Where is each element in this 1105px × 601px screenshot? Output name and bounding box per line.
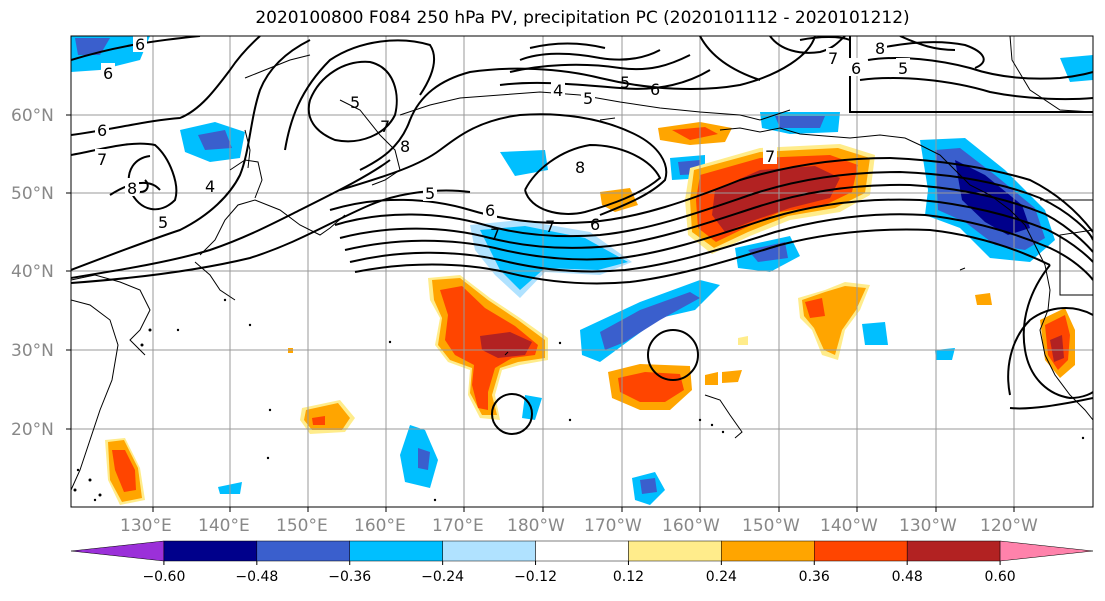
- contour-label: 6: [103, 64, 113, 83]
- contour-label: 6: [590, 215, 600, 234]
- lon-label: 130°E: [120, 516, 172, 536]
- tick-marks: [66, 114, 1015, 512]
- lon-label: 160°W: [662, 516, 720, 536]
- colorbar-swatch: [814, 540, 908, 562]
- colorbar-swatch: [906, 540, 1001, 562]
- contour-label: 4: [205, 177, 215, 196]
- contour-label: 7: [545, 217, 555, 236]
- contour-label: 6: [851, 59, 861, 78]
- contour-label: 8: [127, 179, 137, 198]
- contour-label: 4: [553, 81, 563, 100]
- colorbar-swatch: [999, 540, 1094, 562]
- contour-labels: 6 6 7 8 4 5 6 5 7 8 5 6 7 4 5 6 7 8: [95, 35, 910, 244]
- colorbar: −0.60 −0.48 −0.36 −0.24 −0.12 0.12 0.24 0.36 0.4…: [70, 540, 1094, 585]
- contour-label: 5: [350, 93, 360, 112]
- colorbar-swatch: [349, 540, 443, 562]
- coastlines: [71, 36, 1093, 491]
- colorbar-swatch: [628, 540, 722, 562]
- longitude-labels: 130°E 140°E 150°E 160°E 170°E 180°W 170°…: [120, 516, 1038, 536]
- colorbar-swatch: [256, 540, 350, 562]
- lat-label-60n: 60°N: [11, 106, 54, 126]
- contour-label: 8: [575, 158, 585, 177]
- contour-label: 5: [425, 184, 435, 203]
- contour-label: 5: [583, 89, 593, 108]
- contour-label: 8: [875, 39, 885, 58]
- colorbar-tick-label: 0.36: [799, 569, 830, 585]
- colorbar-tick-label: −0.36: [328, 569, 371, 585]
- colorbar-tick-label: −0.48: [235, 569, 278, 585]
- graticule: [71, 36, 1093, 507]
- colorbar-tick-label: 0.24: [706, 569, 737, 585]
- contour-label: 7: [828, 49, 838, 68]
- latitude-labels: 60°N 50°N 40°N 30°N 20°N: [11, 106, 54, 440]
- colorbar-swatch: [721, 540, 815, 562]
- colorbar-tick-label: −0.60: [142, 569, 185, 585]
- map-title: 2020100800 F084 250 hPa PV, precipitatio…: [255, 8, 910, 28]
- colorbar-swatch: [535, 540, 629, 562]
- colorbar-swatch: [442, 540, 536, 562]
- colorbar-tick-label: −0.12: [514, 569, 557, 585]
- colorbar-tick-label: 0.60: [985, 569, 1016, 585]
- contour-label: 5: [898, 59, 908, 78]
- contour-label: 6: [97, 121, 107, 140]
- colorbar-tick-label: −0.24: [421, 569, 464, 585]
- contour-label: 7: [380, 117, 390, 136]
- lon-label: 130°W: [899, 516, 957, 536]
- lon-label: 140°W: [820, 516, 878, 536]
- contour-label: 5: [620, 73, 630, 92]
- lat-label-40n: 40°N: [11, 262, 54, 282]
- contour-label: 7: [765, 147, 775, 166]
- lon-label: 180°W: [507, 516, 565, 536]
- lon-label: 120°W: [980, 516, 1038, 536]
- contour-label: 6: [650, 80, 660, 99]
- lon-label: 170°W: [584, 516, 642, 536]
- pv-contours: [71, 36, 1093, 435]
- lon-label: 170°E: [432, 516, 484, 536]
- lat-label-20n: 20°N: [11, 420, 54, 440]
- colorbar-tick-label: 0.12: [613, 569, 644, 585]
- lon-label: 150°E: [276, 516, 328, 536]
- colorbar-swatch: [163, 540, 258, 562]
- colorbar-tick-label: 0.48: [892, 569, 923, 585]
- lon-label: 140°E: [198, 516, 250, 536]
- colorbar-swatch: [70, 540, 165, 562]
- lat-label-50n: 50°N: [11, 184, 54, 204]
- island-dots: [73, 298, 1085, 502]
- lon-label: 160°E: [354, 516, 406, 536]
- lat-label-30n: 30°N: [11, 341, 54, 361]
- contour-label: 6: [135, 35, 145, 54]
- contour-label: 6: [485, 201, 495, 220]
- contour-label: 8: [400, 137, 410, 156]
- contour-label: 7: [490, 225, 500, 244]
- lon-label: 150°W: [742, 516, 800, 536]
- contour-label: 5: [158, 213, 168, 232]
- contour-label: 7: [97, 150, 107, 169]
